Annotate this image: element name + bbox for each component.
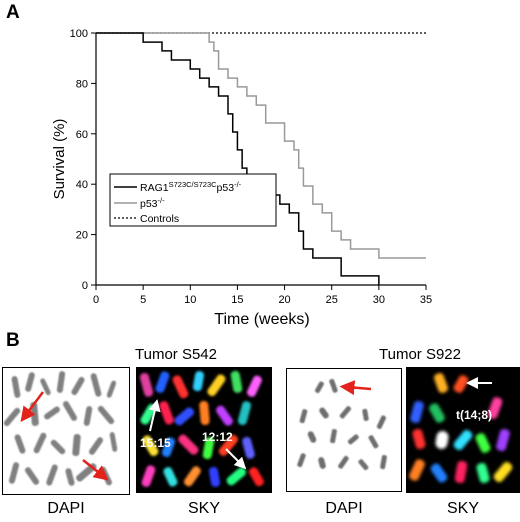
caption-dapi-s542: DAPI <box>47 500 85 517</box>
sky-image-s542: 15:15 12:12 <box>136 367 272 493</box>
x-tick-label: 15 <box>231 294 243 306</box>
red-arrow-icon <box>82 459 109 481</box>
y-tick-label: 80 <box>76 78 88 90</box>
panel-a-label: A <box>6 2 20 23</box>
dapi-image-s542 <box>2 367 130 495</box>
sky-image-s922: t(14;8) <box>406 367 520 493</box>
y-tick-label: 60 <box>76 129 88 141</box>
red-arrow-icon <box>339 380 372 396</box>
x-tick-label: 0 <box>93 294 99 306</box>
series-line-p53 <box>96 32 426 259</box>
red-arrow-icon <box>20 391 44 422</box>
x-tick-label: 30 <box>373 294 385 306</box>
x-axis-label: Time (weeks) <box>214 311 309 328</box>
y-tick-label: 100 <box>70 28 88 40</box>
panel-b-label: B <box>6 330 20 351</box>
legend-box <box>109 173 277 227</box>
caption-sky-s922: SKY <box>446 500 479 517</box>
tumor-s922-title: Tumor S922 <box>379 346 461 363</box>
x-axis-ticks: 0 5 10 15 20 25 30 35 <box>93 285 432 306</box>
white-arrow-icon <box>148 399 161 432</box>
x-tick-label: 25 <box>326 294 338 306</box>
white-arrow-icon <box>225 448 247 470</box>
x-tick-label: 20 <box>278 294 290 306</box>
x-tick-label: 35 <box>420 294 432 306</box>
caption-sky-s542: SKY <box>187 500 220 517</box>
legend-label-p53: p53-/- <box>140 196 165 210</box>
y-axis-label: Survival (%) <box>51 119 68 200</box>
sky-label-12-12: 12:12 <box>202 430 233 444</box>
y-tick-label: 40 <box>76 179 88 191</box>
x-tick-label: 5 <box>140 294 146 306</box>
tumor-s542-title: Tumor S542 <box>135 346 217 363</box>
series-layer <box>96 32 426 285</box>
y-tick-label: 20 <box>76 230 88 242</box>
caption-dapi-s922: DAPI <box>325 500 363 517</box>
survival-chart: 0 20 40 60 80 100 0 5 10 15 20 25 30 35 Survival (%)… <box>51 28 432 328</box>
sky-label-t14-8: t(14;8) <box>456 408 492 422</box>
series-line-rag1-p53 <box>96 32 380 285</box>
legend-label-rag1: RAG1S723C/S723Cp53-/- <box>140 180 242 194</box>
sky-label-15-15: 15:15 <box>140 436 171 450</box>
legend: RAG1S723C/S723Cp53-/- p53-/- Controls <box>109 173 277 227</box>
y-axis-ticks: 0 20 40 60 80 100 <box>70 28 96 292</box>
dapi-image-s922 <box>286 368 402 492</box>
legend-label-controls: Controls <box>140 213 179 225</box>
y-tick-label: 0 <box>82 280 88 292</box>
x-tick-label: 10 <box>184 294 196 306</box>
